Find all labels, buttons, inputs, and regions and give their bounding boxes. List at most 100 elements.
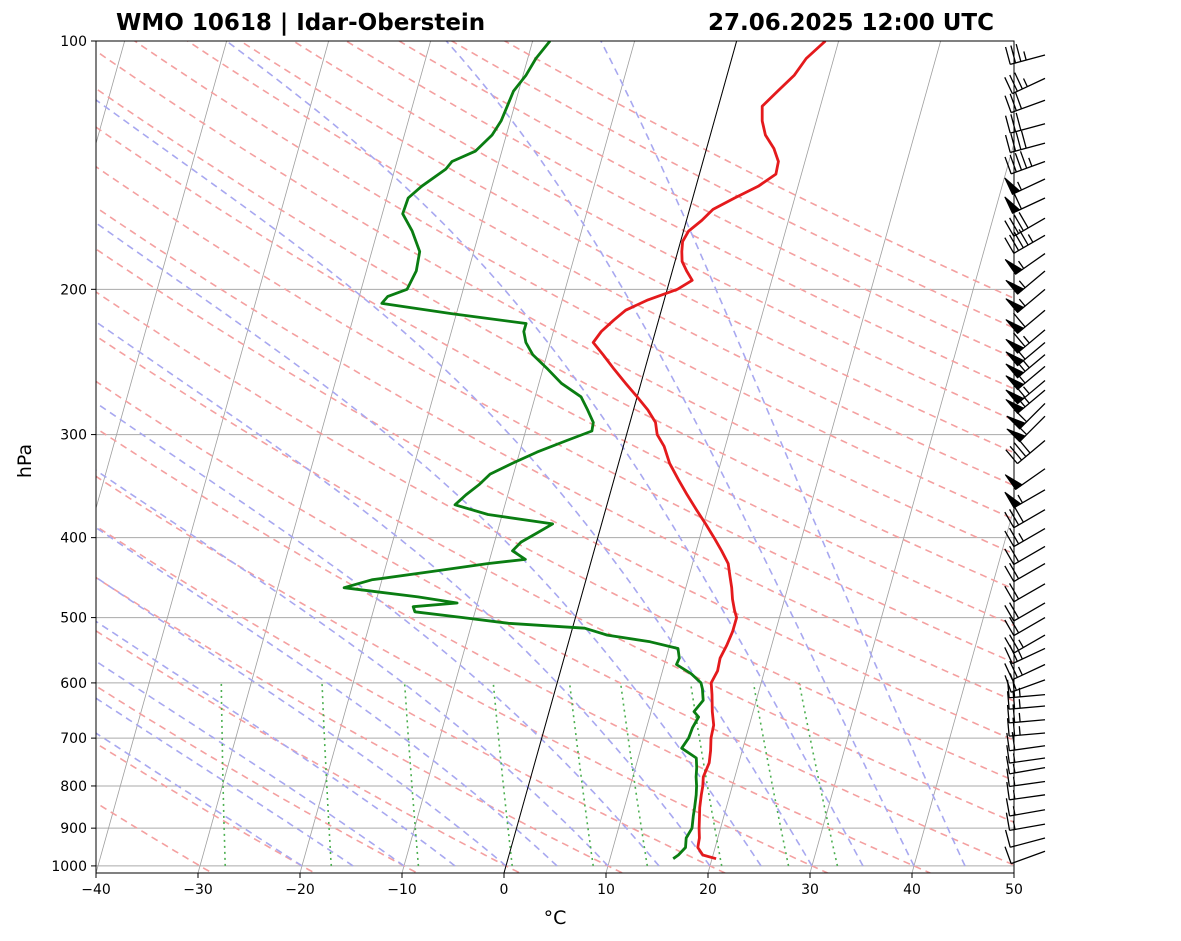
isotherm-line (401, 41, 636, 873)
wind-barb-full (1014, 91, 1023, 110)
wind-barb-half (1018, 726, 1021, 736)
x-axis-ticks: −40 −30 −20 −10 0 10 20 30 40 50 (81, 873, 1023, 898)
wind-barb-full (1014, 152, 1023, 171)
mixing-ratio-line (798, 682, 839, 867)
mixing-ratio-line (403, 682, 420, 866)
wind-barb-full (1004, 95, 1012, 113)
wind-barb-half (1012, 806, 1016, 816)
moist-adiabat (96, 697, 354, 867)
wind-barb-full (1013, 506, 1024, 523)
wind-barb (1004, 112, 1046, 134)
wind-barb (1004, 253, 1046, 275)
wind-barb (1004, 130, 1046, 154)
wind-barb-pennant (1005, 363, 1025, 379)
wind-barb-full (1009, 583, 1020, 600)
wind-barb-full (1004, 663, 1013, 681)
wind-barb-pennant (1005, 298, 1025, 314)
wind-barb-full (1009, 93, 1017, 111)
dry-adiabat (344, 41, 1014, 390)
dry-adiabat (96, 165, 1014, 664)
plot-frame (95, 40, 1015, 874)
mixing-ratio-line (220, 682, 226, 866)
x-tick-label: 20 (699, 882, 717, 898)
wind-barb-staff (1010, 850, 1046, 865)
wind-barb-full (1013, 332, 1026, 348)
wind-barb (1004, 660, 1046, 681)
dry-adiabat (96, 525, 727, 873)
wind-barb-full (1005, 449, 1018, 465)
moist-adiabat (96, 620, 456, 867)
x-tick-label: −30 (183, 882, 213, 898)
wind-barb-full (1012, 690, 1016, 709)
wind-barb-full (1004, 237, 1015, 254)
wind-barb-staff (1010, 160, 1046, 175)
mixing-ratio-lines (220, 682, 839, 867)
wind-barb-full (1014, 72, 1023, 90)
wind-barb-full (1009, 445, 1023, 461)
isotherm-line (809, 141, 1014, 873)
wind-barb-pennant (1004, 177, 1021, 195)
wind-barb-half (1018, 699, 1021, 709)
wind-barb-full (1019, 151, 1028, 169)
wind-barb-staff (1010, 142, 1046, 154)
wind-barb-full (1004, 565, 1015, 582)
wind-barb (1005, 288, 1046, 314)
wind-barb (1004, 177, 1046, 195)
wind-barb-full (1004, 647, 1013, 664)
wind-barb-full (1006, 732, 1010, 751)
wind-barb-full (1009, 527, 1020, 545)
dry-adiabat (96, 206, 1014, 702)
wind-barb-full (1013, 442, 1027, 457)
zero-isotherm-line (503, 41, 738, 873)
wind-barb (1004, 43, 1046, 65)
wind-barb-full (1012, 704, 1016, 723)
wind-barb (1005, 329, 1046, 354)
wind-barb-full (1004, 675, 1012, 693)
dry-adiabat (96, 49, 1014, 555)
wind-barb-half (1022, 78, 1028, 87)
y-tick-label: 100 (60, 34, 87, 50)
wind-barb-half (1019, 427, 1028, 436)
wind-barb-full (1009, 602, 1020, 619)
y-tick-label: 200 (60, 282, 87, 298)
dry-adiabat (96, 576, 625, 873)
dry-adiabat-lines (96, 41, 1014, 873)
wind-barb-full (1009, 154, 1017, 173)
wind-barb-full (1009, 660, 1018, 678)
wind-barb-staff (1012, 663, 1046, 681)
mixing-ratio-line (689, 682, 723, 867)
wind-barb-half (1012, 753, 1016, 763)
dry-adiabat (96, 427, 933, 873)
wind-barb-staff (1009, 757, 1046, 764)
wind-barb-full (1009, 234, 1020, 251)
wind-barb (1004, 506, 1046, 529)
wind-barb-half (1017, 181, 1023, 191)
wind-barb-half (1018, 298, 1026, 307)
dry-adiabat (96, 248, 1014, 742)
wind-barb-full (1004, 134, 1011, 153)
wind-barb-staff (1009, 766, 1046, 775)
x-tick-label: −20 (285, 882, 315, 898)
wind-barb-full (1011, 732, 1016, 751)
isotherm-line (911, 506, 1014, 873)
wind-barb-full (1004, 46, 1011, 65)
wind-barb-pennant (1004, 491, 1022, 509)
wind-barb-pennant (1006, 428, 1027, 443)
moist-adiabat (96, 732, 303, 867)
mixing-ratio-line (492, 682, 513, 866)
wind-barb (1006, 415, 1046, 443)
wind-barb-half (1023, 335, 1030, 344)
wind-barb (1004, 634, 1046, 654)
wind-barb (1005, 309, 1046, 335)
wind-barb-full (1006, 781, 1010, 800)
isotherm-line (96, 41, 330, 873)
mixing-ratio-line (321, 682, 333, 866)
wind-barb-full (1005, 812, 1011, 831)
wind-barb-half (1012, 820, 1016, 830)
y-tick-label: 400 (60, 531, 87, 547)
wind-barb-staff (1010, 679, 1046, 693)
moist-adiabat-lines (96, 41, 966, 867)
y-axis-ticks: 100 200 300 400 500 600 700 800 900 1000 (51, 34, 96, 875)
x-tick-label: 40 (903, 882, 921, 898)
wind-barb-full (1009, 634, 1020, 651)
